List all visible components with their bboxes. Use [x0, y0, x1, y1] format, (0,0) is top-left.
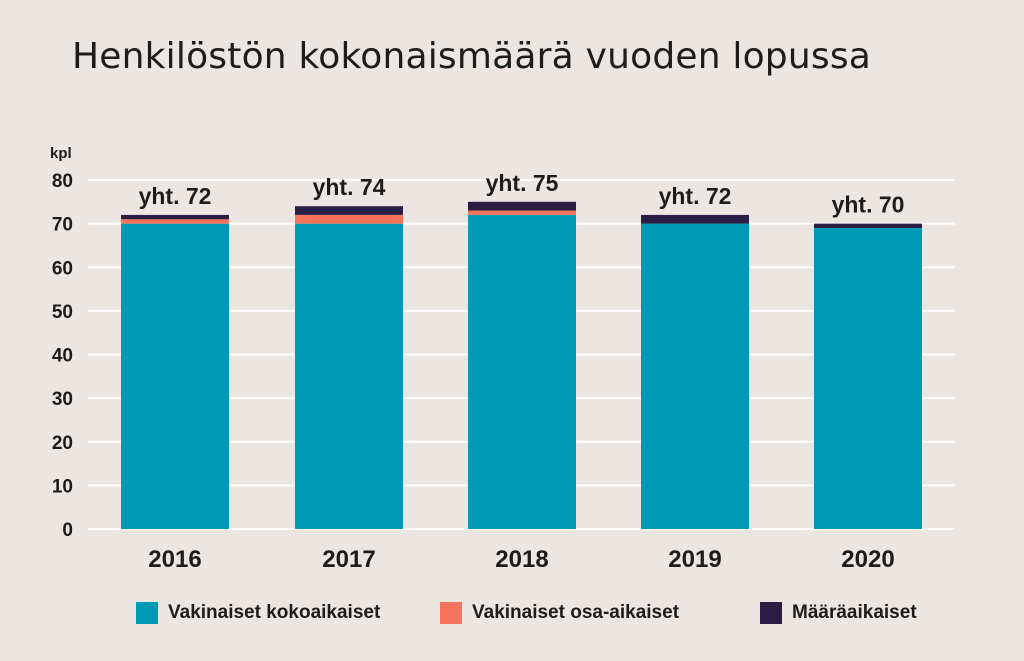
- chart-title: Henkilöstön kokonaismäärä vuoden lopussa: [72, 36, 872, 77]
- legend-item-vakinaiset-kokoaikaiset: Vakinaiset kokoaikaiset: [136, 602, 380, 624]
- x-tick-label-2017: 2017: [322, 546, 375, 573]
- total-labels: yht. 72 yht. 74 yht. 75 yht. 72 yht. 70: [139, 170, 905, 218]
- y-tick-label: 70: [52, 215, 73, 236]
- total-label-2019: yht. 72: [659, 183, 732, 209]
- bar-segment-vakinaiset-osa-aikaiset-2017: [295, 214, 403, 224]
- x-tick-label-2016: 2016: [148, 546, 201, 573]
- bar-segment-vakinaiset-kokoaikaiset-2016: [121, 223, 229, 529]
- y-axis-ticks: 0 10 20 30 40 50 60 70 80: [52, 171, 73, 541]
- legend-swatch-vakinaiset-osa-aikaiset: [440, 602, 462, 624]
- bar-segment-vakinaiset-kokoaikaiset-2020: [814, 227, 922, 530]
- legend-item-vakinaiset-osa-aikaiset: Vakinaiset osa-aikaiset: [440, 602, 679, 624]
- x-tick-label-2020: 2020: [841, 546, 894, 573]
- total-label-2020: yht. 70: [832, 192, 905, 218]
- bar-segment-maaraaikaiset-2018: [468, 201, 576, 211]
- bar-segment-maaraaikaiset-2017: [295, 206, 403, 215]
- bar-segment-vakinaiset-osa-aikaiset-2018: [468, 210, 576, 215]
- y-tick-label: 30: [52, 389, 73, 410]
- legend-swatch-maaraaikaiset: [760, 602, 782, 624]
- y-tick-label: 0: [62, 520, 73, 541]
- y-tick-label: 60: [52, 258, 73, 279]
- legend-label-vakinaiset-osa-aikaiset: Vakinaiset osa-aikaiset: [472, 602, 680, 623]
- bar-segment-vakinaiset-kokoaikaiset-2019: [641, 223, 749, 529]
- total-label-2018: yht. 75: [486, 170, 559, 196]
- y-tick-label: 20: [52, 433, 73, 454]
- x-axis-ticks: 2016 2017 2018 2019 2020: [148, 546, 894, 573]
- legend-swatch-vakinaiset-kokoaikaiset: [136, 602, 158, 624]
- total-label-2017: yht. 74: [313, 174, 386, 200]
- legend: Vakinaiset kokoaikaiset Vakinaiset osa-a…: [0, 602, 1024, 632]
- legend-label-vakinaiset-kokoaikaiset: Vakinaiset kokoaikaiset: [168, 602, 381, 623]
- x-tick-label-2019: 2019: [668, 546, 721, 573]
- bar-segment-maaraaikaiset-2016: [121, 214, 229, 220]
- y-tick-label: 40: [52, 346, 73, 367]
- bar-segment-maaraaikaiset-2020: [814, 223, 922, 228]
- y-axis-unit-label: kpl: [50, 145, 72, 162]
- legend-label-maaraaikaiset: Määräaikaiset: [792, 602, 917, 623]
- bar-segment-vakinaiset-osa-aikaiset-2016: [121, 219, 229, 224]
- bar-segment-vakinaiset-kokoaikaiset-2017: [295, 223, 403, 529]
- bars: [121, 201, 922, 530]
- bar-segment-maaraaikaiset-2019: [641, 214, 749, 224]
- y-tick-label: 10: [52, 476, 73, 497]
- total-label-2016: yht. 72: [139, 183, 212, 209]
- y-tick-label: 80: [52, 171, 73, 192]
- legend-item-maaraaikaiset: Määräaikaiset: [760, 602, 917, 624]
- x-tick-label-2018: 2018: [495, 546, 548, 573]
- y-tick-label: 50: [52, 302, 73, 323]
- bar-segment-vakinaiset-kokoaikaiset-2018: [468, 214, 576, 529]
